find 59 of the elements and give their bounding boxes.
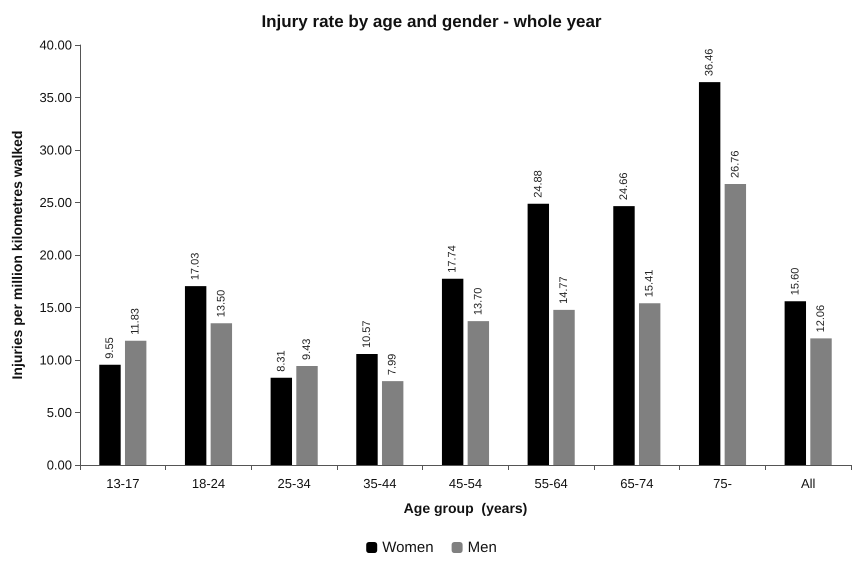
y-tick-label: 15.00 [39,300,72,315]
bar [210,323,232,465]
x-tick-label: 75- [713,476,732,491]
x-tick-label: 45-54 [448,476,482,491]
data-label: 24.66 [618,172,630,200]
y-tick-label: 30.00 [39,142,72,158]
bar [810,338,832,465]
data-label: 36.46 [704,48,716,76]
y-tick-label: 40.00 [39,38,72,52]
y-tick-label: 20.00 [39,248,72,262]
y-tick-label: 35.00 [39,90,72,105]
x-tick-label: 55-64 [534,476,568,491]
bar [99,364,121,465]
data-label: 9.43 [301,338,314,360]
y-tick-label: 5.00 [46,405,72,420]
bar [698,82,720,465]
data-label: 17.03 [190,252,202,280]
bar [638,303,660,465]
bar [382,381,404,465]
bar [553,310,575,465]
data-label: 12.06 [815,304,828,332]
x-tick-label: All [800,476,816,491]
data-label: 14.77 [558,276,570,304]
data-label: 13.50 [215,290,228,318]
bar [528,204,550,465]
chart-title: Injury rate by age and gender - whole year [261,12,602,31]
data-label: 26.76 [729,150,742,178]
bar [184,286,206,465]
bar [468,321,490,465]
data-label: 15.41 [644,270,656,298]
data-label: 10.57 [360,320,373,348]
data-label: 9.55 [104,337,116,359]
legend-label: Men [468,539,497,556]
x-tick-label: 18-24 [192,476,226,491]
x-axis-title: Age group (years) [404,500,528,516]
bar [270,378,292,465]
data-label: 11.83 [130,308,142,335]
data-label: 24.88 [532,170,544,198]
x-tick-label: 13-17 [106,476,140,491]
x-tick-label: 25-34 [278,476,311,491]
data-label: 8.31 [275,350,288,372]
bar [784,301,806,465]
bar [724,184,746,465]
x-tick-label: 35-44 [363,476,396,491]
bar [356,354,378,465]
y-tick-label: 10.00 [39,352,72,368]
y-axis-title: Injuries per million kilometres walked [9,130,25,380]
y-tick-label: 25.00 [39,195,72,210]
bar [124,340,146,465]
legend-label: Women [382,539,434,556]
data-label: 15.60 [789,268,802,296]
x-tick-label: 65-74 [620,476,654,491]
bar [613,206,635,465]
bar [442,278,464,465]
data-label: 7.99 [386,354,399,376]
data-label: 17.74 [446,245,459,273]
bar [296,366,318,465]
data-label: 13.70 [472,288,484,316]
y-tick-label: 0.00 [46,458,72,472]
